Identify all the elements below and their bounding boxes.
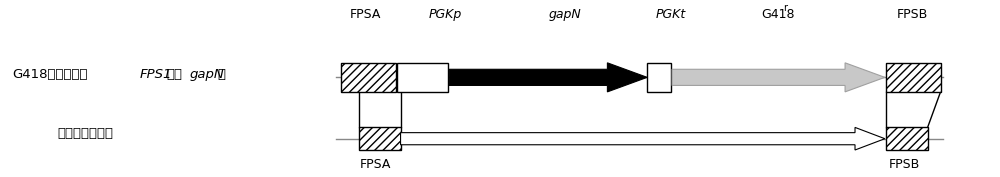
Text: 盒: 盒 bbox=[218, 68, 226, 81]
Text: gapN: gapN bbox=[548, 8, 581, 21]
Bar bbox=[886, 63, 941, 92]
Polygon shape bbox=[401, 127, 885, 150]
Text: G418: G418 bbox=[762, 8, 795, 21]
Polygon shape bbox=[672, 63, 885, 92]
Bar bbox=[359, 127, 401, 150]
Bar bbox=[341, 63, 396, 92]
Text: FPSA: FPSA bbox=[350, 8, 381, 21]
Text: FPS1: FPS1 bbox=[604, 71, 635, 84]
Bar bbox=[886, 127, 928, 150]
Polygon shape bbox=[449, 63, 647, 92]
Text: FPS1: FPS1 bbox=[140, 68, 172, 81]
Text: FPSA: FPSA bbox=[360, 158, 391, 171]
Text: 整合: 整合 bbox=[167, 68, 183, 81]
Text: PGKp: PGKp bbox=[429, 8, 462, 21]
Text: PGKt: PGKt bbox=[656, 8, 686, 21]
Text: G418抗性的敲除: G418抗性的敲除 bbox=[13, 68, 88, 81]
Bar bbox=[397, 63, 448, 92]
Bar bbox=[886, 63, 941, 92]
Text: 酵母菌株基因组: 酵母菌株基因组 bbox=[57, 127, 113, 140]
Bar bbox=[647, 63, 671, 92]
Text: FPSB: FPSB bbox=[889, 158, 920, 171]
Text: gapN: gapN bbox=[190, 68, 224, 81]
Bar bbox=[359, 127, 401, 150]
Bar bbox=[886, 127, 928, 150]
Bar bbox=[341, 63, 396, 92]
Text: r: r bbox=[783, 3, 787, 13]
Text: FPSB: FPSB bbox=[897, 8, 928, 21]
